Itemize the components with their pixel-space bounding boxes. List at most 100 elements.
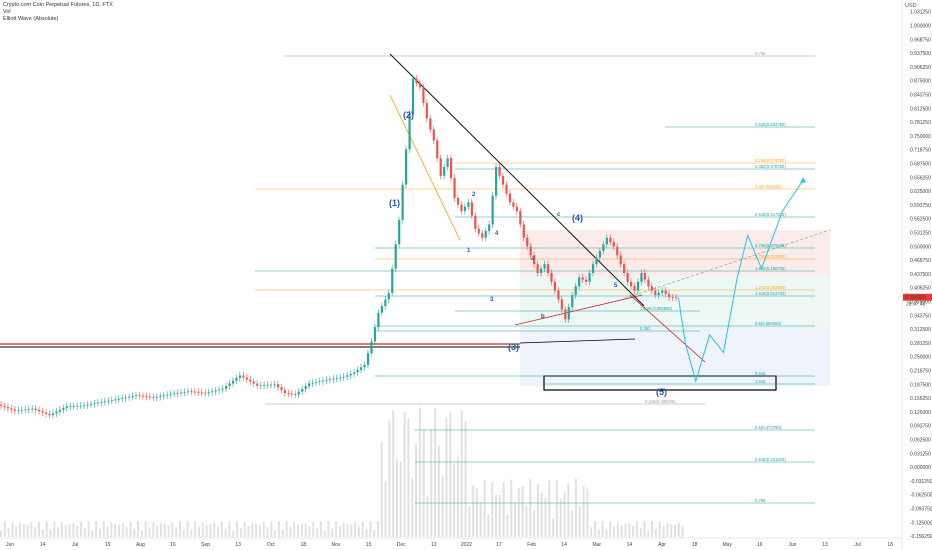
volume-bar bbox=[380, 441, 383, 537]
candle-body bbox=[626, 273, 629, 282]
time-tick-label: 14 bbox=[40, 542, 46, 548]
candle-body bbox=[65, 406, 68, 409]
candle-body bbox=[173, 393, 176, 395]
elliott-wave-indicator-label: Elliott Wave (Absolute) bbox=[3, 16, 59, 22]
volume-bar bbox=[102, 521, 105, 537]
volume-bar bbox=[114, 524, 117, 537]
price-tick-label: 0.000000 bbox=[910, 465, 931, 471]
candle-body bbox=[121, 398, 124, 399]
candle-body bbox=[332, 378, 335, 380]
candle-body bbox=[619, 255, 622, 265]
price-tick-label: 0.656250 bbox=[910, 175, 931, 181]
volume-bar bbox=[609, 521, 612, 537]
candle-body bbox=[72, 406, 75, 407]
volume-bar bbox=[68, 523, 71, 537]
fib-level-label: 1.272(0.082500) bbox=[755, 285, 786, 290]
time-tick-label: 18 bbox=[692, 542, 698, 548]
candle-body bbox=[360, 367, 363, 370]
neckline bbox=[519, 338, 636, 344]
candle-body bbox=[287, 393, 290, 394]
time-tick-label: Jul bbox=[854, 542, 860, 548]
candle-body bbox=[321, 380, 325, 382]
candle-body bbox=[356, 369, 359, 373]
volume-bar bbox=[601, 521, 604, 537]
candle-body bbox=[668, 293, 671, 298]
volume-bar bbox=[346, 524, 349, 537]
candle-body bbox=[456, 197, 460, 205]
price-tick-label: 0.406250 bbox=[910, 286, 931, 292]
volume-bar bbox=[571, 510, 574, 537]
candle-body bbox=[418, 83, 422, 88]
volume-bar bbox=[597, 529, 600, 537]
volume-bar bbox=[654, 528, 657, 537]
price-tick-label: 0.375000 bbox=[910, 300, 931, 306]
volume-bar bbox=[76, 525, 79, 537]
price-tick-label: -0.125000 bbox=[910, 520, 932, 526]
candle-body bbox=[647, 279, 650, 287]
volume-bar bbox=[224, 528, 227, 537]
price-tick-label: 0.718750 bbox=[910, 148, 931, 154]
candle-body bbox=[675, 297, 678, 299]
time-tick-label: Sep bbox=[201, 542, 210, 548]
volume-bar bbox=[407, 418, 410, 537]
volume-bar bbox=[529, 479, 532, 537]
volume-bar bbox=[198, 526, 200, 537]
candle-body bbox=[505, 184, 508, 194]
candle-body bbox=[411, 78, 415, 114]
candle-body bbox=[339, 377, 342, 379]
volume-bar bbox=[350, 524, 353, 537]
volume-bar bbox=[236, 521, 239, 537]
candle-body bbox=[460, 204, 463, 212]
candle-body bbox=[308, 383, 311, 387]
volume-bar bbox=[635, 521, 638, 537]
volume-bar bbox=[468, 506, 471, 537]
fib-level-label: 1.618(0.186705) bbox=[755, 266, 786, 271]
volume-bar bbox=[403, 411, 406, 537]
price-axis: 1.031250 1.000000 0.968750 0.937500 0.906250… bbox=[901, 0, 932, 550]
candle-body bbox=[616, 246, 619, 256]
candle-body bbox=[31, 408, 34, 410]
time-tick-label: 18 bbox=[301, 542, 307, 548]
volume-bar bbox=[594, 521, 596, 537]
candle-body bbox=[79, 405, 82, 407]
fib-level-label: 0.618(0.401625) bbox=[755, 457, 786, 462]
time-tick-label: 13 bbox=[235, 542, 241, 548]
candle-body bbox=[328, 379, 332, 381]
volume-bar bbox=[99, 528, 101, 537]
candle-body bbox=[221, 388, 224, 390]
volume-bar bbox=[338, 526, 341, 537]
candle-body bbox=[138, 395, 141, 397]
volume-bar bbox=[544, 498, 547, 537]
candle-body bbox=[353, 372, 356, 374]
volume-bar bbox=[388, 420, 391, 537]
volume-bar bbox=[578, 506, 581, 537]
candle-body bbox=[408, 114, 411, 150]
volume-bar bbox=[220, 521, 223, 537]
volume-bar bbox=[277, 521, 280, 537]
volume-bar bbox=[209, 524, 212, 537]
volume-bar bbox=[483, 479, 486, 537]
volume-bar bbox=[232, 530, 235, 537]
candle-body bbox=[553, 281, 557, 291]
volume-bar bbox=[567, 483, 570, 537]
volume-bar bbox=[502, 481, 505, 537]
candle-body bbox=[415, 78, 418, 84]
volume-bars bbox=[0, 407, 684, 537]
fib-level-label: 0.618 bbox=[755, 371, 766, 376]
candle-body bbox=[86, 404, 89, 406]
volume-bar bbox=[662, 526, 665, 537]
volume-bar bbox=[487, 514, 490, 537]
volume-bar bbox=[129, 521, 132, 537]
volume-bar bbox=[624, 523, 627, 537]
volume-bar bbox=[213, 522, 216, 537]
candle-body bbox=[574, 286, 577, 296]
candle-body bbox=[585, 279, 588, 282]
candle-body bbox=[495, 167, 498, 196]
candle-body bbox=[180, 392, 183, 394]
candle-body bbox=[169, 394, 172, 395]
elliott-wave-label: (2) bbox=[403, 110, 414, 120]
candle-body bbox=[571, 295, 574, 308]
fib-level-label: 1.618 bbox=[755, 379, 766, 384]
candle-body bbox=[24, 409, 27, 411]
